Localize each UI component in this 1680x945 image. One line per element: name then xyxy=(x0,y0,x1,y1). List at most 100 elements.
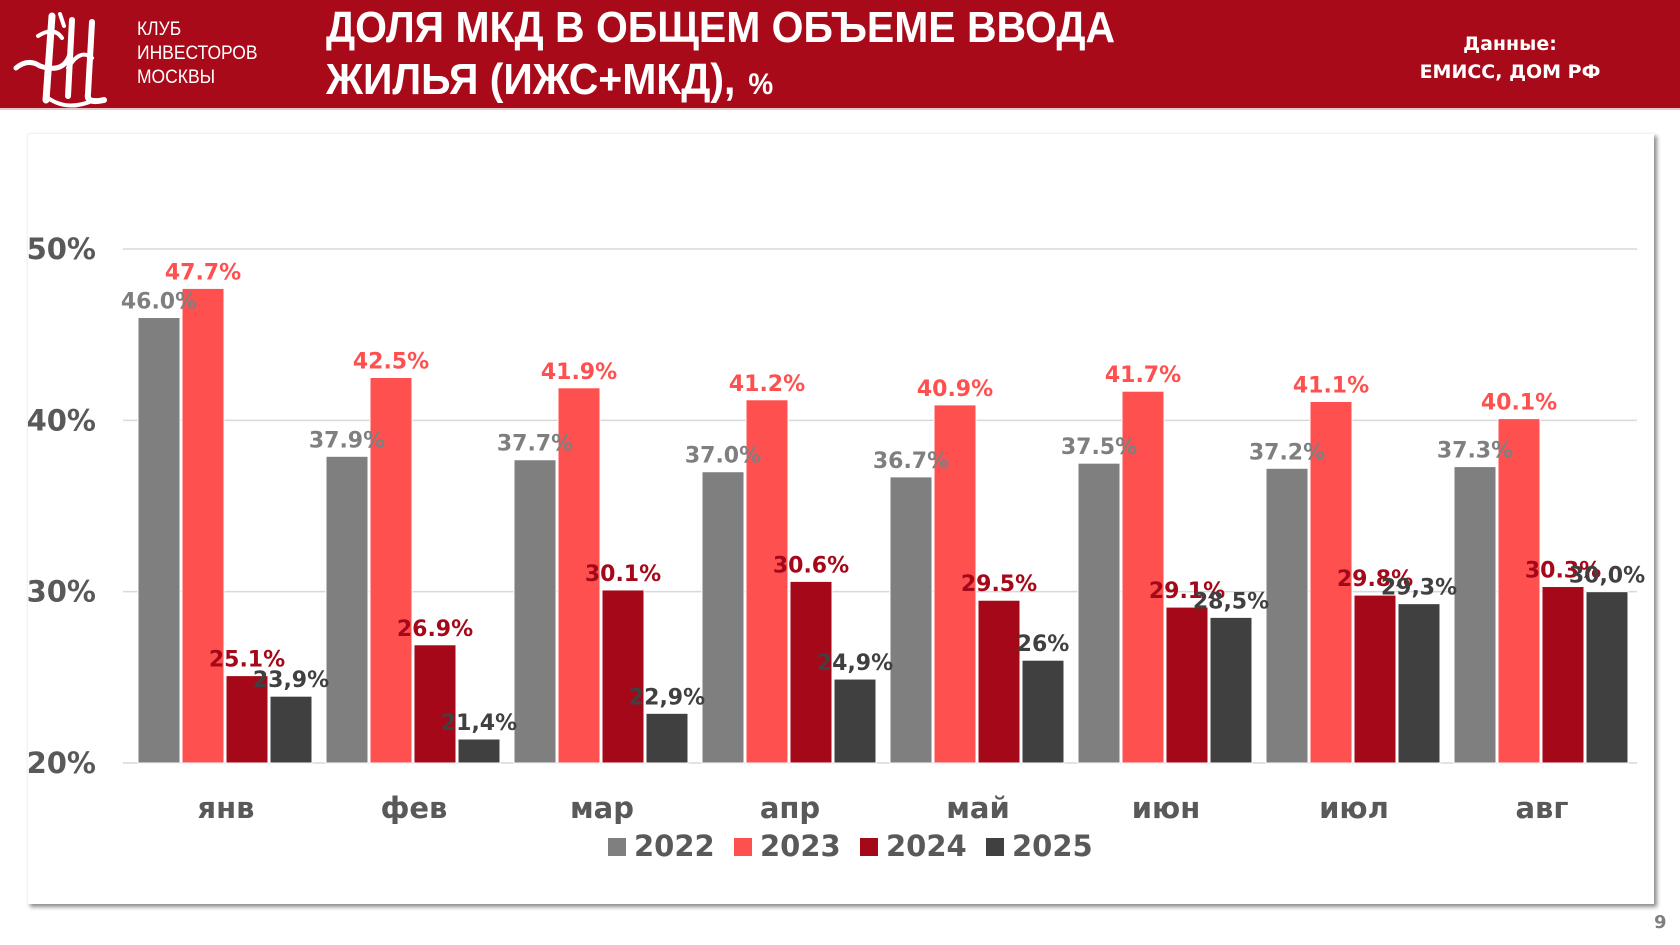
legend-label-2022: 2022 xyxy=(634,829,715,863)
bar-2024 xyxy=(789,580,833,764)
source-label: Данные: xyxy=(1463,33,1557,55)
x-tick-label: май xyxy=(946,791,1010,825)
slide-header: КЛУБ ИНВЕСТОРОВ МОСКВЫ ДОЛЯ МКД В ОБЩЕМ … xyxy=(0,0,1680,110)
club-logo-icon xyxy=(13,12,107,108)
bar-2023 xyxy=(1309,400,1353,764)
bar-2025 xyxy=(457,738,501,764)
legend-label-2023: 2023 xyxy=(760,829,841,863)
data-label-2024: 30.1% xyxy=(585,562,661,587)
bar-2023 xyxy=(933,404,977,764)
data-label-2025: 24,9% xyxy=(817,651,893,676)
bar-2022 xyxy=(137,317,181,764)
page-number: 9 xyxy=(1654,912,1667,933)
data-source: Данные: ЕМИСС, ДОМ РФ xyxy=(1400,30,1620,86)
bar-2025 xyxy=(1021,659,1065,764)
title-line-2: ЖИЛЬЯ (ИЖС+МКД),% xyxy=(326,54,1115,111)
legend-swatch-2025 xyxy=(986,838,1004,856)
y-tick-label: 30% xyxy=(28,575,96,609)
bar-2025 xyxy=(1585,591,1629,764)
data-label-2024: 30.3% xyxy=(1525,559,1601,584)
y-tick-label: 40% xyxy=(28,403,96,437)
data-label-2024: 30.6% xyxy=(773,553,849,578)
data-label-2025: 30,0% xyxy=(1569,564,1645,589)
data-label-2022: 46.0% xyxy=(121,290,197,315)
source-value: ЕМИСС, ДОМ РФ xyxy=(1419,61,1601,83)
data-label-2022: 37.5% xyxy=(1061,435,1137,460)
legend-swatch-2024 xyxy=(860,838,878,856)
bar-2025 xyxy=(1397,603,1441,764)
bar-2025 xyxy=(833,678,877,764)
bar-2023 xyxy=(745,399,789,764)
logo-line: МОСКВЫ xyxy=(137,67,216,88)
data-label-2023: 41.1% xyxy=(1293,373,1369,398)
data-label-2022: 37.0% xyxy=(685,444,761,469)
bar-2024 xyxy=(1541,586,1585,764)
slide-title: ДОЛЯ МКД В ОБЩЕМ ОБЪЕМЕ ВВОДА ЖИЛЬЯ (ИЖС… xyxy=(326,2,1115,111)
bar-2025 xyxy=(269,695,313,764)
bar-2022 xyxy=(1453,466,1497,764)
bar-2022 xyxy=(889,476,933,764)
data-label-2025: 28,5% xyxy=(1193,589,1269,614)
bar-2023 xyxy=(557,387,601,764)
data-label-2022: 37.3% xyxy=(1437,439,1513,464)
bar-2022 xyxy=(1265,467,1309,764)
bar-2024 xyxy=(1353,594,1397,764)
bar-2022 xyxy=(701,471,745,764)
legend-label-2025: 2025 xyxy=(1012,829,1093,863)
x-tick-label: июл xyxy=(1319,791,1389,825)
data-label-2024: 29.1% xyxy=(1149,579,1225,604)
bar-2024 xyxy=(601,589,645,764)
data-label-2024: 26.9% xyxy=(397,617,473,642)
data-label-2025: 29,3% xyxy=(1381,576,1457,601)
bar-2022 xyxy=(1077,462,1121,764)
logo-line: КЛУБ xyxy=(137,19,182,40)
data-label-2023: 47.7% xyxy=(165,260,241,285)
x-tick-label: июн xyxy=(1132,791,1201,825)
title-line-1: ДОЛЯ МКД В ОБЩЕМ ОБЪЕМЕ ВВОДА xyxy=(326,3,1116,52)
bar-2022 xyxy=(325,455,369,764)
data-label-2024: 29.5% xyxy=(961,572,1037,597)
data-label-2025: 26% xyxy=(1017,632,1070,657)
y-tick-label: 50% xyxy=(28,232,96,266)
y-tick-label: 20% xyxy=(28,746,96,780)
data-label-2022: 37.2% xyxy=(1249,440,1325,465)
bar-2023 xyxy=(1121,390,1165,764)
data-label-2025: 23,9% xyxy=(253,668,329,693)
data-label-2024: 29.8% xyxy=(1337,567,1413,592)
bar-2022 xyxy=(513,459,557,764)
x-tick-label: мар xyxy=(570,791,634,825)
bar-2024 xyxy=(1165,606,1209,764)
data-label-2025: 22,9% xyxy=(629,685,705,710)
data-label-2022: 36.7% xyxy=(873,449,949,474)
bar-2023 xyxy=(1497,418,1541,764)
bar-2023 xyxy=(369,377,413,764)
data-label-2022: 37.7% xyxy=(497,432,573,457)
legend-swatch-2022 xyxy=(608,838,626,856)
data-label-2023: 40.1% xyxy=(1481,391,1557,416)
data-label-2023: 40.9% xyxy=(917,377,993,402)
logo-line: ИНВЕСТОРОВ xyxy=(137,43,258,64)
data-label-2023: 41.9% xyxy=(541,360,617,385)
data-label-2022: 37.9% xyxy=(309,428,385,453)
x-tick-label: авг xyxy=(1515,791,1568,825)
data-label-2023: 41.7% xyxy=(1105,363,1181,388)
data-label-2023: 41.2% xyxy=(729,372,805,397)
legend-label-2024: 2024 xyxy=(886,829,967,863)
data-label-2025: 21,4% xyxy=(441,711,517,736)
bar-2024 xyxy=(225,675,269,764)
bar-2025 xyxy=(645,712,689,764)
title-unit: % xyxy=(748,68,774,101)
chart-panel: 20% 30% 40% 50% янв фев мар апр май июн июл авг 46.0… xyxy=(27,133,1654,904)
x-tick-label: апр xyxy=(760,791,820,825)
x-tick-label: янв xyxy=(197,791,254,825)
bar-2025 xyxy=(1209,616,1253,764)
title-line-2-text: ЖИЛЬЯ (ИЖС+МКД), xyxy=(326,55,736,104)
bar-2024 xyxy=(977,599,1021,764)
club-logo-text: КЛУБ ИНВЕСТОРОВ МОСКВЫ xyxy=(137,18,258,90)
bar-chart: 20% 30% 40% 50% янв фев мар апр май июн июл авг 46.0… xyxy=(28,232,1645,863)
x-tick-label: фев xyxy=(381,791,448,825)
bar-2024 xyxy=(413,644,457,764)
legend-swatch-2023 xyxy=(734,838,752,856)
bar-2023 xyxy=(181,287,225,764)
data-label-2023: 42.5% xyxy=(353,350,429,375)
